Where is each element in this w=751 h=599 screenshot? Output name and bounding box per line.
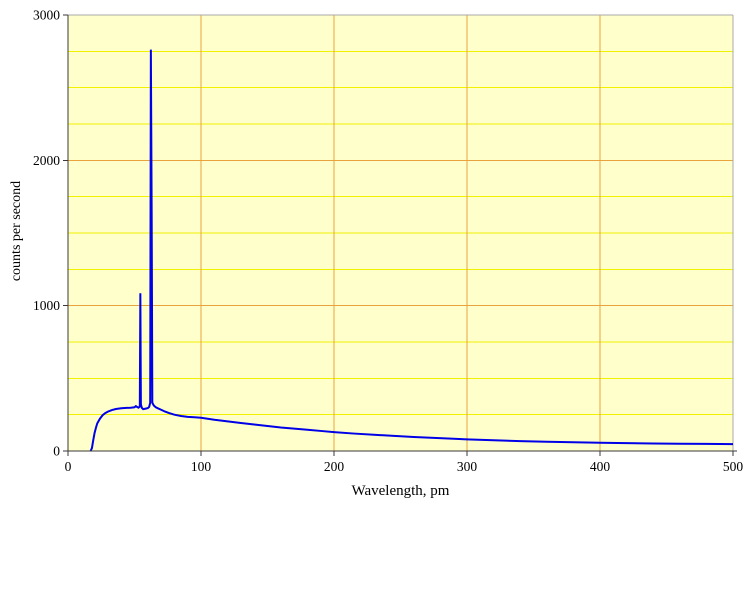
x-tick-label: 400 <box>590 459 611 474</box>
x-tick-label: 100 <box>191 459 212 474</box>
x-tick-label: 500 <box>723 459 744 474</box>
y-tick-label: 0 <box>53 444 60 459</box>
y-axis-title: counts per second <box>9 180 24 282</box>
y-tick-label: 2000 <box>33 153 60 168</box>
x-axis-title: Wavelength, pm <box>351 483 450 499</box>
y-tick-label: 3000 <box>33 8 60 23</box>
x-tick-label: 300 <box>457 459 478 474</box>
y-tick-label: 1000 <box>33 298 60 313</box>
x-tick-label: 0 <box>65 459 72 474</box>
series-layer <box>89 49 734 452</box>
tick-labels: 0 1000 2000 3000 0 100 200 300 400 500 <box>33 8 743 475</box>
x-tick-label: 200 <box>324 459 345 474</box>
gridlines <box>68 15 733 451</box>
plot-frame <box>68 14 734 451</box>
axes <box>63 14 737 456</box>
spectrum-curve <box>89 49 734 452</box>
